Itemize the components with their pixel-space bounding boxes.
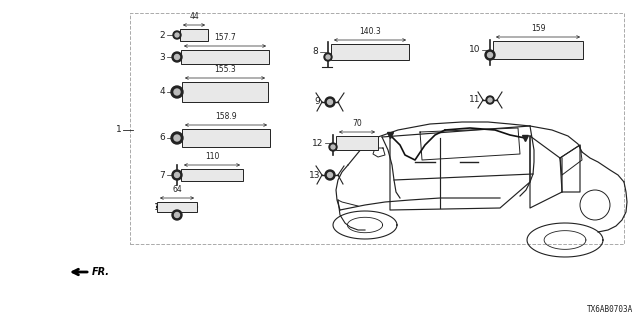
Circle shape bbox=[173, 31, 181, 39]
Circle shape bbox=[329, 143, 337, 151]
Text: 64: 64 bbox=[172, 185, 182, 194]
Text: FR.: FR. bbox=[92, 267, 110, 277]
Circle shape bbox=[486, 96, 494, 104]
Circle shape bbox=[485, 50, 495, 60]
Bar bbox=[336, 136, 378, 150]
Circle shape bbox=[324, 53, 332, 61]
Circle shape bbox=[171, 132, 183, 144]
Text: 7: 7 bbox=[159, 171, 165, 180]
Text: 12: 12 bbox=[312, 139, 323, 148]
Circle shape bbox=[175, 33, 179, 37]
Bar bbox=[331, 44, 409, 60]
Text: 9: 9 bbox=[314, 98, 320, 107]
Bar bbox=[157, 202, 197, 212]
Circle shape bbox=[325, 170, 335, 180]
Circle shape bbox=[175, 212, 179, 218]
Text: 4: 4 bbox=[159, 87, 165, 97]
Circle shape bbox=[328, 172, 333, 178]
Circle shape bbox=[175, 172, 179, 178]
Text: 2: 2 bbox=[159, 30, 165, 39]
Bar bbox=[130, 13, 624, 244]
Text: 159: 159 bbox=[531, 24, 545, 33]
Circle shape bbox=[488, 52, 493, 58]
Text: 110: 110 bbox=[205, 152, 219, 161]
Circle shape bbox=[326, 55, 330, 59]
Bar bbox=[181, 169, 243, 181]
Circle shape bbox=[172, 52, 182, 62]
Text: 13: 13 bbox=[308, 171, 320, 180]
Circle shape bbox=[172, 170, 182, 180]
Text: 8: 8 bbox=[312, 47, 318, 57]
Circle shape bbox=[171, 86, 183, 98]
Text: 70: 70 bbox=[352, 119, 362, 128]
Text: 140.3: 140.3 bbox=[359, 27, 381, 36]
Text: 3: 3 bbox=[159, 52, 165, 61]
Circle shape bbox=[488, 98, 492, 102]
Text: 6: 6 bbox=[159, 133, 165, 142]
Bar bbox=[493, 41, 583, 59]
Circle shape bbox=[174, 135, 180, 141]
Text: 44: 44 bbox=[189, 12, 199, 21]
Bar bbox=[181, 50, 269, 64]
Circle shape bbox=[175, 54, 179, 60]
Text: TX6AB0703A: TX6AB0703A bbox=[587, 305, 633, 314]
Circle shape bbox=[331, 145, 335, 149]
Text: 1: 1 bbox=[116, 125, 122, 134]
Bar bbox=[182, 82, 268, 102]
Circle shape bbox=[172, 210, 182, 220]
Text: 155.3: 155.3 bbox=[214, 65, 236, 74]
Text: 158.9: 158.9 bbox=[215, 112, 237, 121]
Text: 14: 14 bbox=[154, 203, 165, 212]
Text: 11: 11 bbox=[468, 95, 480, 105]
Bar bbox=[182, 129, 270, 147]
Text: 10: 10 bbox=[468, 45, 480, 54]
Circle shape bbox=[325, 97, 335, 107]
Bar bbox=[180, 29, 208, 41]
Text: 157.7: 157.7 bbox=[214, 33, 236, 42]
Circle shape bbox=[174, 89, 180, 95]
Circle shape bbox=[328, 100, 333, 105]
